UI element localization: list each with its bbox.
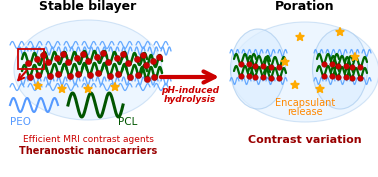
Polygon shape <box>351 53 359 61</box>
Polygon shape <box>296 33 304 41</box>
Polygon shape <box>336 27 344 36</box>
Ellipse shape <box>231 22 378 122</box>
Text: hydrolysis: hydrolysis <box>164 95 216 104</box>
Bar <box>18 49 44 69</box>
Text: Efficient MRI contrast agents: Efficient MRI contrast agents <box>23 135 153 144</box>
Polygon shape <box>281 58 289 66</box>
Text: Theranostic nanocarriers: Theranostic nanocarriers <box>19 146 157 156</box>
Text: pH-induced: pH-induced <box>161 86 219 95</box>
Polygon shape <box>34 81 42 90</box>
Ellipse shape <box>231 29 285 109</box>
Text: PEO: PEO <box>10 117 31 127</box>
Polygon shape <box>111 82 119 91</box>
Text: Encapsulant: Encapsulant <box>275 98 335 108</box>
Text: Stable bilayer: Stable bilayer <box>39 0 136 13</box>
Polygon shape <box>84 84 92 93</box>
Ellipse shape <box>14 20 162 120</box>
Polygon shape <box>58 84 66 93</box>
Text: release: release <box>287 107 323 117</box>
Polygon shape <box>291 81 299 89</box>
Text: Poration: Poration <box>275 0 335 13</box>
Ellipse shape <box>313 29 367 109</box>
Polygon shape <box>316 84 324 93</box>
Text: PCL: PCL <box>118 117 137 127</box>
Text: Contrast variation: Contrast variation <box>248 135 362 145</box>
